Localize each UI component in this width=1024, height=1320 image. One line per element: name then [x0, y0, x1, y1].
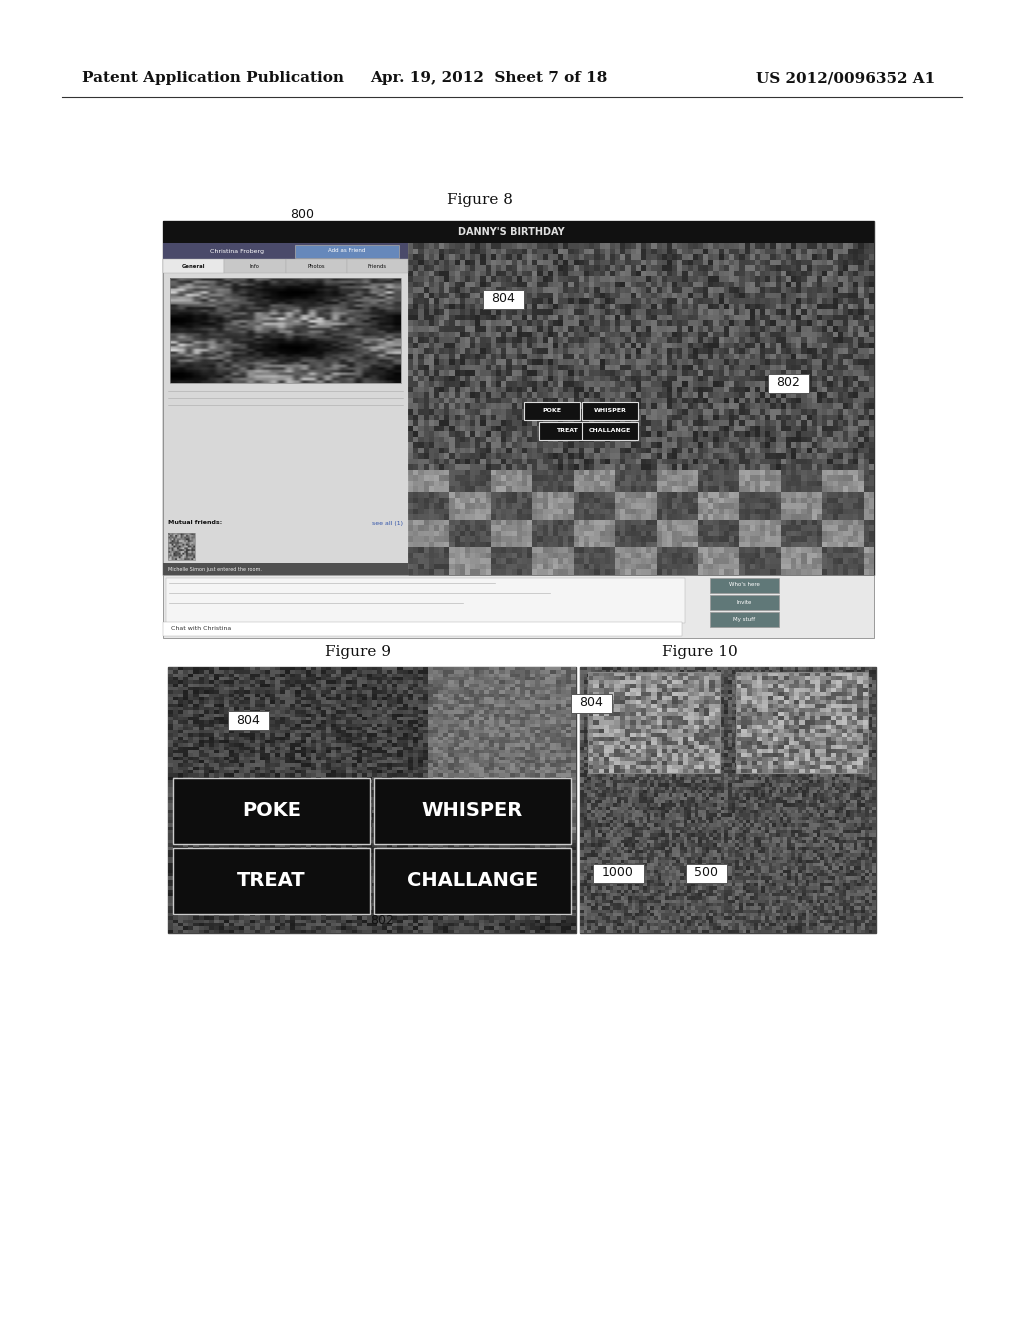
FancyBboxPatch shape — [374, 847, 571, 913]
Bar — [163, 220, 874, 243]
Text: TREAT: TREAT — [238, 871, 306, 890]
Text: Christina Froberg: Christina Froberg — [210, 248, 263, 253]
Bar — [347, 259, 408, 273]
Text: see all (1): see all (1) — [372, 520, 403, 525]
Text: Michelle Simon just entered the room.: Michelle Simon just entered the room. — [168, 566, 262, 572]
Bar — [163, 243, 408, 576]
Text: Photos: Photos — [307, 264, 325, 268]
Bar — [168, 533, 195, 560]
Text: WHISPER: WHISPER — [422, 801, 523, 820]
Bar — [588, 672, 720, 774]
Bar — [163, 622, 682, 636]
Text: Chat with Christina: Chat with Christina — [171, 627, 231, 631]
Text: 500: 500 — [694, 866, 718, 879]
Text: General: General — [182, 264, 206, 268]
Text: Figure 9: Figure 9 — [325, 645, 391, 659]
Text: Apr. 19, 2012  Sheet 7 of 18: Apr. 19, 2012 Sheet 7 of 18 — [370, 71, 607, 84]
FancyBboxPatch shape — [768, 374, 809, 392]
Text: TREAT: TREAT — [556, 429, 578, 433]
Text: Patent Application Publication: Patent Application Publication — [82, 71, 344, 84]
Bar — [166, 578, 685, 623]
Bar — [163, 564, 408, 576]
FancyBboxPatch shape — [227, 710, 268, 730]
Bar — [170, 279, 401, 383]
Text: Figure 8: Figure 8 — [447, 193, 513, 207]
FancyBboxPatch shape — [582, 422, 638, 440]
Text: US 2012/0096352 A1: US 2012/0096352 A1 — [756, 71, 935, 84]
FancyBboxPatch shape — [582, 401, 638, 420]
FancyBboxPatch shape — [524, 401, 580, 420]
Text: 1000: 1000 — [602, 866, 634, 879]
Text: Mutual friends:: Mutual friends: — [168, 520, 222, 525]
Text: 804: 804 — [579, 697, 603, 710]
Text: My stuff: My stuff — [733, 616, 756, 622]
Text: 800: 800 — [290, 207, 314, 220]
Text: CHALLANGE: CHALLANGE — [407, 871, 539, 890]
FancyBboxPatch shape — [710, 594, 779, 610]
Text: Figure 10: Figure 10 — [663, 645, 738, 659]
Text: 802: 802 — [370, 913, 394, 927]
FancyBboxPatch shape — [374, 777, 571, 843]
Text: Who's here: Who's here — [729, 582, 760, 587]
Text: CHALLANGE: CHALLANGE — [589, 429, 631, 433]
Text: 804: 804 — [492, 293, 515, 305]
FancyBboxPatch shape — [173, 777, 370, 843]
Text: POKE: POKE — [242, 801, 301, 820]
Text: WHISPER: WHISPER — [594, 408, 627, 413]
FancyBboxPatch shape — [593, 863, 643, 883]
FancyBboxPatch shape — [570, 693, 611, 713]
Bar — [163, 243, 408, 259]
Text: DANNY'S BIRTHDAY: DANNY'S BIRTHDAY — [458, 227, 564, 238]
Text: Friends: Friends — [368, 264, 387, 268]
Bar — [163, 220, 874, 576]
Bar — [736, 672, 868, 774]
FancyBboxPatch shape — [685, 863, 726, 883]
FancyBboxPatch shape — [482, 289, 523, 309]
Bar — [168, 667, 575, 933]
FancyBboxPatch shape — [295, 244, 398, 257]
Text: POKE: POKE — [543, 408, 561, 413]
Bar — [580, 667, 876, 933]
Bar — [163, 576, 874, 638]
FancyBboxPatch shape — [173, 847, 370, 913]
FancyBboxPatch shape — [710, 578, 779, 593]
FancyBboxPatch shape — [710, 611, 779, 627]
Text: Info: Info — [250, 264, 260, 268]
Bar — [163, 259, 224, 273]
FancyBboxPatch shape — [539, 422, 595, 440]
Text: 802: 802 — [776, 376, 800, 389]
Bar — [286, 259, 347, 273]
Text: Invite: Invite — [737, 599, 753, 605]
Text: 804: 804 — [237, 714, 260, 726]
Text: Add as Friend: Add as Friend — [328, 248, 366, 253]
Bar — [224, 259, 286, 273]
